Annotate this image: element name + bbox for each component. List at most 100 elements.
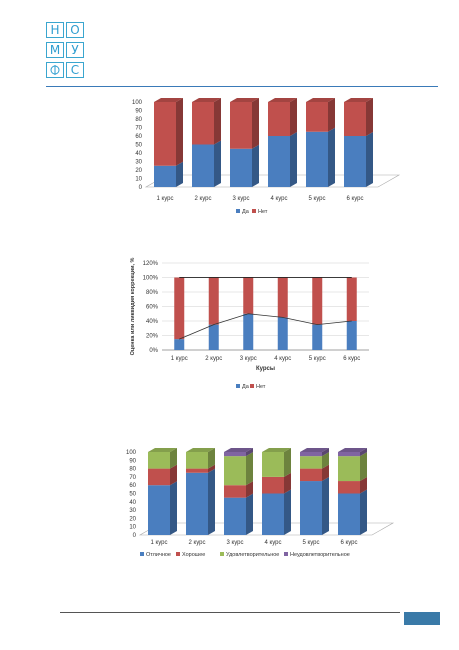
bar-segment (300, 481, 322, 535)
bar-segment (306, 131, 328, 187)
bar-side (360, 477, 367, 494)
y-tick-label: 10 (129, 525, 136, 531)
x-tick-label: 2 курс (189, 540, 206, 546)
bar-segment (186, 468, 208, 473)
logo-letter: У (66, 42, 84, 58)
bar-segment (312, 277, 323, 325)
y-tick-label: 20% (146, 334, 159, 340)
bar-segment (224, 452, 246, 457)
bar-top (154, 98, 183, 102)
bar-segment (148, 485, 170, 535)
bar-segment (243, 277, 254, 314)
bar-side (284, 448, 291, 477)
bar-segment (300, 452, 322, 457)
x-tick-label: 5 курс (309, 196, 326, 202)
bar-segment (338, 452, 360, 457)
legend-label: Отличное (146, 552, 171, 558)
x-axis-label: Курсы (256, 366, 275, 372)
bar-segment (243, 313, 254, 350)
y-tick-label: 0 (133, 533, 137, 539)
bar-side (360, 448, 367, 457)
bar-top (224, 448, 253, 452)
bar-side (246, 493, 253, 535)
header-divider (46, 86, 438, 87)
bar-segment (344, 102, 366, 136)
y-tick-label: 100% (143, 276, 159, 282)
bar-segment (224, 497, 246, 535)
x-tick-label: 2 курс (205, 356, 222, 362)
y-tick-label: 90 (129, 458, 136, 464)
legend-label: Нет (258, 209, 268, 215)
bar-top (344, 98, 373, 102)
bar-top (300, 448, 329, 452)
bar-side (214, 98, 221, 145)
bar-segment (224, 485, 246, 498)
bar-segment (148, 452, 170, 469)
x-tick-label: 4 курс (274, 356, 291, 362)
bar-side (176, 161, 183, 187)
logo-letter: С (66, 62, 84, 78)
bar-segment (338, 456, 360, 482)
logo-emblem-icon (46, 62, 64, 78)
bar-top (192, 98, 221, 102)
legend-swatch (252, 209, 256, 213)
y-tick-label: 30 (129, 508, 136, 514)
y-tick-label: 60 (129, 483, 136, 489)
x-tick-label: 5 курс (309, 356, 326, 362)
legend-label: Да (242, 209, 250, 215)
y-tick-label: 40 (135, 151, 142, 157)
y-tick-label: 0% (149, 348, 158, 354)
x-tick-label: 3 курс (227, 540, 244, 546)
bar-top (268, 98, 297, 102)
footer-divider (60, 612, 400, 613)
bar-segment (230, 148, 252, 187)
bar-side (366, 132, 373, 187)
bar-segment (192, 102, 214, 145)
bar-segment (268, 102, 290, 136)
x-tick-label: 3 курс (233, 196, 250, 202)
bar-segment (154, 102, 176, 166)
legend-label: Хорошее (182, 552, 205, 558)
bar-segment (338, 481, 360, 494)
y-tick-label: 100 (132, 100, 143, 106)
y-tick-label: 50 (135, 143, 142, 149)
bar-segment (192, 144, 214, 187)
bar-side (246, 452, 253, 486)
x-tick-label: 1 курс (157, 196, 174, 202)
x-tick-label: 2 курс (195, 196, 212, 202)
x-tick-label: 4 курс (265, 540, 282, 546)
bar-side (208, 468, 215, 535)
legend-swatch (236, 384, 240, 388)
y-tick-label: 20 (129, 516, 136, 522)
bar-side (252, 144, 259, 187)
bar-side (170, 464, 177, 486)
logo-letter: О (66, 22, 84, 38)
bar-segment (300, 468, 322, 482)
legend-label: Да (242, 384, 250, 390)
x-tick-label: 6 курс (341, 540, 358, 546)
y-axis-label: Оценка или ликвидия коррекции, % (130, 257, 136, 355)
bar-side (284, 472, 291, 494)
bar-side (252, 98, 259, 149)
bar-side (176, 98, 183, 166)
y-tick-label: 60% (146, 305, 159, 311)
y-tick-label: 80% (146, 290, 159, 296)
bar-segment (344, 136, 366, 187)
bar-side (328, 127, 335, 187)
bar-segment (174, 339, 185, 350)
bar-segment (186, 452, 208, 469)
trend-line (179, 313, 352, 340)
bar-side (208, 448, 215, 469)
legend-label: Неудовлетворительное (290, 552, 350, 558)
bar-segment (208, 277, 219, 325)
bar-side (328, 98, 335, 132)
y-tick-label: 80 (129, 467, 136, 473)
x-tick-label: 1 курс (171, 356, 188, 362)
bar-top (186, 448, 215, 452)
bar-segment (208, 324, 219, 350)
bar-segment (154, 165, 176, 187)
bar-segment (338, 493, 360, 535)
x-tick-label: 6 курс (347, 196, 364, 202)
bar-side (360, 489, 367, 535)
x-tick-label: 5 курс (303, 540, 320, 546)
